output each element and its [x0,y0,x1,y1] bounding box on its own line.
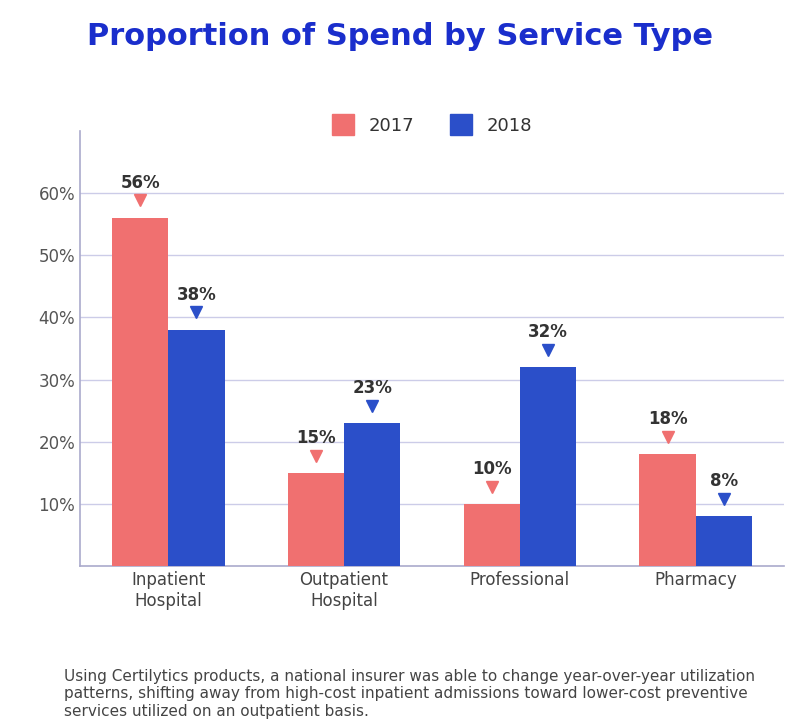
Bar [112,218,168,566]
Text: Proportion of Spend by Service Type: Proportion of Spend by Service Type [87,22,713,51]
Text: 10%: 10% [472,460,511,478]
Bar [464,504,520,566]
Bar [288,473,344,566]
Text: Using Certilytics products, a national insurer was able to change year-over-year: Using Certilytics products, a national i… [64,669,755,719]
Text: 18%: 18% [648,410,687,428]
Bar [168,330,225,566]
Bar [344,423,400,566]
Bar [639,454,696,566]
Text: 56%: 56% [120,174,160,192]
Text: 38%: 38% [177,285,216,303]
Legend: 2017, 2018: 2017, 2018 [332,114,532,135]
Bar [696,516,752,566]
Text: 8%: 8% [710,473,738,490]
Text: 23%: 23% [352,379,392,397]
Bar [520,367,576,566]
Text: 32%: 32% [528,323,568,341]
Text: 15%: 15% [296,429,336,446]
